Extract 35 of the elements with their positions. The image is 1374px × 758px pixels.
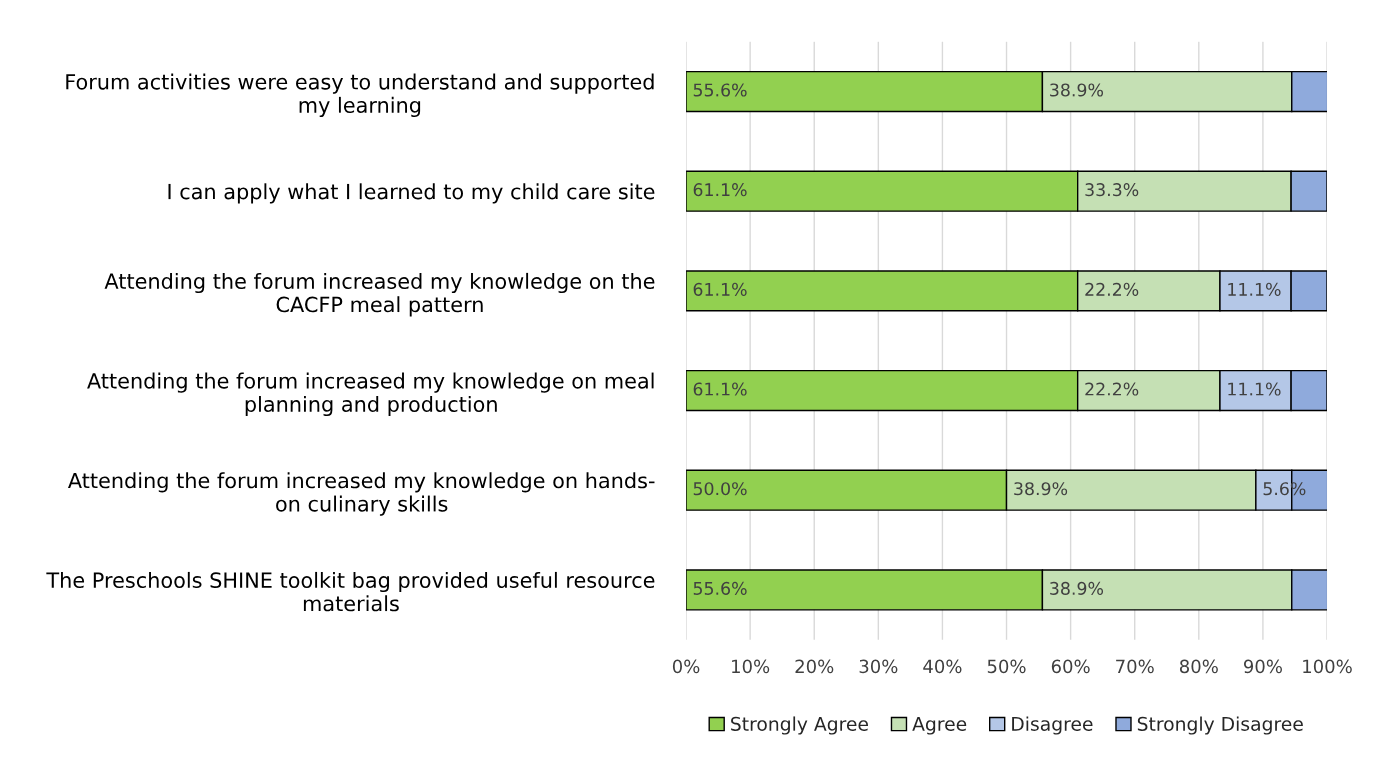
x-tick-label: 10% xyxy=(732,659,770,674)
x-tick-label: 80% xyxy=(1179,659,1218,674)
x-tick-label: 40% xyxy=(923,659,962,674)
y-tick-label: The Preschools SHINE toolkit bag provided useful resource materials xyxy=(46,571,655,612)
x-tick-label: 60% xyxy=(1051,659,1090,674)
data-label: 22.2% xyxy=(1085,282,1139,296)
x-tick-label: 90% xyxy=(1243,659,1282,674)
data-label: 38.9% xyxy=(1014,482,1068,496)
legend-label: Strongly Disagree xyxy=(1137,716,1303,735)
data-label: 61.1% xyxy=(693,183,747,197)
data-label: 33.3% xyxy=(1085,183,1139,197)
data-label: 11.1% xyxy=(1228,282,1281,296)
data-label: 22.2% xyxy=(1085,382,1139,396)
data-label: 55.6% xyxy=(693,581,747,595)
y-tick-label: Attending the forum increased my knowledge on the CACFP meal pattern xyxy=(104,272,655,317)
data-label: 38.9% xyxy=(1050,581,1104,595)
legend-label: Strongly Agree xyxy=(731,716,868,735)
x-tick-label: 20% xyxy=(795,659,834,674)
y-tick-label: Attending the forum increased my knowledge on hands- on culinary skills xyxy=(67,472,655,516)
x-tick-label: 30% xyxy=(859,659,898,674)
legend-label: Agree xyxy=(912,717,967,735)
data-label: 38.9% xyxy=(1050,83,1104,97)
x-tick-label: 50% xyxy=(987,659,1026,674)
x-tick-label: 0% xyxy=(672,659,700,674)
data-label: 50.0% xyxy=(693,482,747,496)
data-label: 61.1% xyxy=(693,382,747,396)
data-label: 61.1% xyxy=(693,282,747,296)
data-label: 11.1% xyxy=(1228,382,1281,396)
y-tick-label: Forum activities were easy to understand and supported my learning xyxy=(66,73,654,118)
x-tick-label: 70% xyxy=(1116,659,1154,674)
x-tick-label: 100% xyxy=(1303,659,1352,674)
y-tick-label: Attending the forum increased my knowledge on meal planning and production xyxy=(87,372,654,417)
legend-label: Disagree xyxy=(1012,716,1093,735)
data-label: 55.6% xyxy=(693,83,747,97)
y-tick-label: I can apply what I learned to my child care site xyxy=(168,183,655,204)
